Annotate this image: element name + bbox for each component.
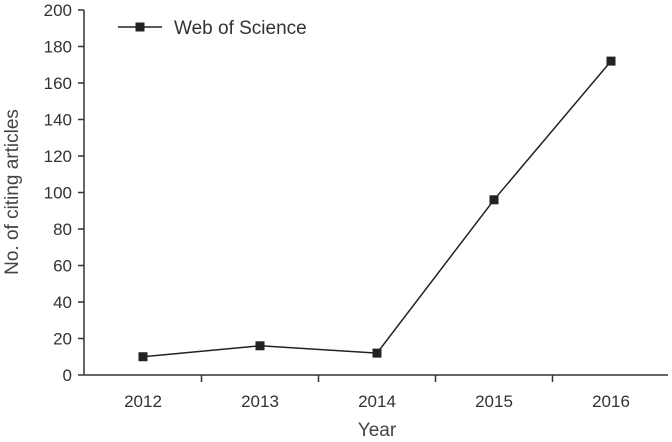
legend: Web of Science bbox=[118, 18, 307, 39]
y-tick-label: 200 bbox=[44, 1, 72, 20]
x-tick-label: 2014 bbox=[358, 392, 396, 411]
x-tick-label: 2015 bbox=[475, 392, 513, 411]
y-tick-label: 120 bbox=[44, 147, 72, 166]
data-point-2014 bbox=[372, 348, 382, 358]
y-tick-label: 100 bbox=[44, 184, 72, 203]
x-tick-label: 2013 bbox=[241, 392, 279, 411]
data-point-2016 bbox=[606, 56, 616, 66]
y-tick-label: 180 bbox=[44, 38, 72, 57]
x-ticks: 2012 2013 2014 2015 2016 bbox=[124, 375, 630, 411]
x-tick-label: 2012 bbox=[124, 392, 162, 411]
y-tick-label: 80 bbox=[53, 220, 72, 239]
y-axis-title: No. of citing articles bbox=[2, 109, 23, 275]
y-tick-label: 0 bbox=[63, 366, 72, 385]
series-line bbox=[142, 60, 612, 358]
data-point-2012 bbox=[138, 352, 148, 362]
y-tick-label: 140 bbox=[44, 111, 72, 130]
y-tick-label: 20 bbox=[53, 330, 72, 349]
y-ticks: 0 20 40 60 80 100 120 140 160 180 200 bbox=[44, 1, 84, 385]
legend-marker bbox=[135, 22, 145, 32]
series-layer bbox=[138, 56, 616, 362]
y-tick-label: 60 bbox=[53, 257, 72, 276]
y-tick-label: 160 bbox=[44, 74, 72, 93]
data-point-2015 bbox=[489, 195, 499, 205]
legend-label: Web of Science bbox=[174, 18, 307, 39]
x-axis: 2012 2013 2014 2015 2016 bbox=[84, 374, 668, 411]
x-tick-label: 2016 bbox=[592, 392, 630, 411]
y-axis: 0 20 40 60 80 100 120 140 160 180 200 bbox=[44, 1, 85, 385]
y-tick-label: 40 bbox=[53, 293, 72, 312]
data-point-2013 bbox=[255, 341, 265, 351]
x-axis-title: Year bbox=[358, 420, 397, 441]
